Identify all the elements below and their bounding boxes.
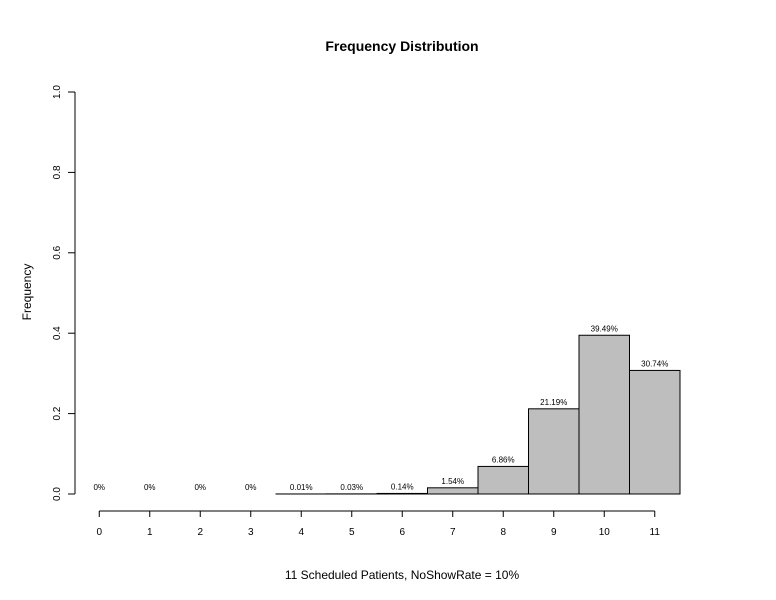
- x-tick-label: 8: [500, 527, 506, 538]
- y-tick-label: 0.2: [52, 406, 63, 420]
- x-axis-label: 11 Scheduled Patients, NoShowRate = 10%: [285, 568, 520, 582]
- x-tick-label: 3: [248, 527, 254, 538]
- x-tick-label: 6: [399, 527, 405, 538]
- bar-value-label: 30.74%: [641, 359, 668, 368]
- bar-value-label: 0.01%: [290, 483, 313, 492]
- x-tick-label: 4: [298, 527, 304, 538]
- bar: [427, 487, 479, 495]
- bar-value-label: 0%: [144, 483, 156, 492]
- bar-value-label: 0%: [194, 483, 206, 492]
- x-tick-label: 0: [96, 527, 102, 538]
- x-tick-label: 7: [450, 527, 456, 538]
- bar-value-label: 21.19%: [540, 398, 567, 407]
- x-tick-label: 5: [349, 527, 355, 538]
- y-tick-label: 0.8: [52, 165, 63, 179]
- x-tick-label: 1: [147, 527, 153, 538]
- y-tick-label: 0.4: [52, 326, 63, 340]
- bar: [629, 369, 681, 495]
- bar: [578, 334, 630, 495]
- x-tick-label: 11: [650, 527, 661, 538]
- bar: [528, 408, 580, 495]
- bar: [376, 492, 428, 495]
- bar-value-label: 39.49%: [591, 324, 618, 333]
- bar-value-label: 0%: [245, 483, 257, 492]
- x-tick-label: 9: [551, 527, 557, 538]
- bar-value-label: 0.14%: [391, 482, 414, 491]
- bar-value-label: 0%: [93, 483, 105, 492]
- y-tick-label: 1.0: [52, 85, 63, 99]
- y-tick-label: 0.6: [52, 245, 63, 259]
- bar: [477, 465, 529, 495]
- x-tick-label: 2: [197, 527, 203, 538]
- y-tick-label: 0.0: [52, 487, 63, 501]
- chart-title: Frequency Distribution: [325, 38, 478, 54]
- bar-labels: 0% 0% 0% 0% 0.01% 0.03% 0.14% 1.54% 6.86% 21.19% 3…: [93, 324, 668, 492]
- y-axis-label: Frequency: [20, 264, 34, 321]
- x-axis: 0 1 2 3 4 5 6 7 8 9 10 11: [96, 510, 661, 538]
- bar-value-label: 1.54%: [441, 477, 464, 486]
- bar-value-label: 6.86%: [492, 455, 515, 464]
- x-tick-label: 10: [599, 527, 611, 538]
- bars: [275, 334, 681, 495]
- bar-value-label: 0.03%: [340, 483, 363, 492]
- y-axis: 0.0 0.2 0.4 0.6 0.8 1.0: [52, 85, 76, 501]
